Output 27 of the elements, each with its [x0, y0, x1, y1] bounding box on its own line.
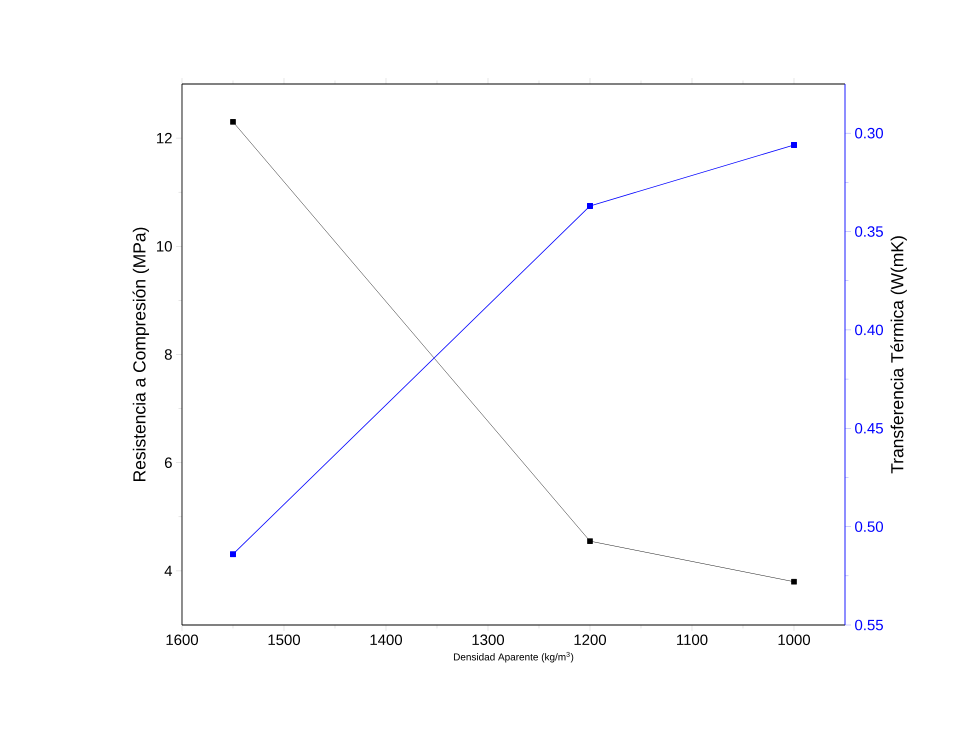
y-axis-title: Resistencia a Compresión (MPa): [132, 228, 150, 481]
y-tick-label: 6: [164, 457, 172, 468]
x-tick-label: 1200: [574, 634, 606, 646]
x-axis-title: Densidad Aparente (kg/m$^{3}$): [454, 652, 574, 662]
x-tick-label: 1000: [778, 634, 810, 646]
point: [791, 578, 797, 585]
point: [587, 538, 593, 544]
y2-tick-label: 0.35: [855, 226, 883, 237]
y2-tick-label: 0.40: [855, 324, 883, 336]
point: [230, 119, 236, 125]
y-tick-label: 4: [164, 566, 172, 576]
x-tick-label: 1300: [472, 634, 504, 646]
x-tick-label: 1500: [268, 634, 300, 646]
y-tick-label: 12: [157, 132, 172, 144]
y2-tick-label: 0.30: [855, 128, 883, 138]
y2-tick-label: 0.45: [855, 422, 883, 434]
y-tick-label: 8: [164, 349, 172, 360]
x-tick-label: 1100: [677, 634, 708, 646]
point: [230, 551, 236, 558]
y2-tick-label: 0.55: [855, 620, 883, 630]
point: [791, 142, 797, 148]
point: [587, 202, 593, 209]
x-tick-label: 1400: [370, 634, 402, 646]
y2-tick-label: 0.50: [855, 521, 883, 532]
y2-axis-title: Transferencia Térmica (W(mK): [890, 236, 907, 474]
y-tick-label: 10: [157, 241, 172, 252]
x-tick-label: 1600: [166, 634, 198, 646]
